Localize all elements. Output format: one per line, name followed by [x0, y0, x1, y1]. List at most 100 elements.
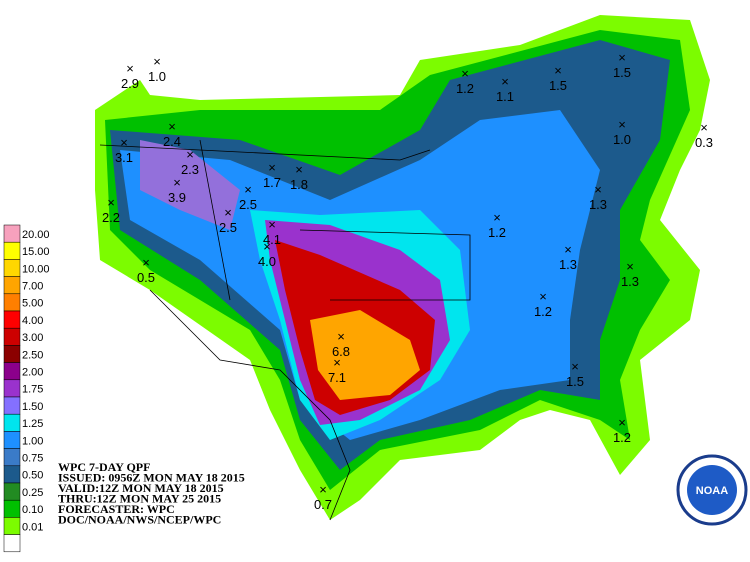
point-marker: × — [107, 195, 115, 210]
point-value: 1.2 — [534, 304, 552, 319]
border — [299, 229, 471, 301]
legend-label: 2.00 — [22, 367, 43, 379]
point-marker: × — [319, 482, 327, 497]
point-value: 2.4 — [163, 134, 181, 149]
point-marker: × — [700, 120, 708, 135]
legend-label: 10.00 — [22, 263, 50, 275]
point-value: 0.5 — [137, 270, 155, 285]
info-line: THRU:12Z MON MAY 25 2015 — [58, 492, 221, 506]
point-marker: × — [126, 61, 134, 76]
point-marker: × — [337, 329, 345, 344]
noaa-logo: NOAA — [676, 454, 748, 526]
point-value: 1.5 — [566, 374, 584, 389]
point-marker: × — [618, 50, 626, 65]
point-marker: × — [153, 54, 161, 69]
point-value: 1.7 — [263, 175, 281, 190]
legend-swatch — [3, 431, 21, 449]
point-marker: × — [333, 355, 341, 370]
point-marker: × — [120, 135, 128, 150]
legend-label: 4.00 — [22, 315, 43, 327]
point-value: 2.2 — [102, 210, 120, 225]
legend-swatch — [3, 379, 21, 398]
point-marker: × — [594, 182, 602, 197]
point-marker: × — [493, 210, 501, 225]
point-marker: × — [268, 160, 276, 175]
legend-swatch — [3, 413, 21, 432]
point-value: 0.3 — [695, 135, 713, 150]
point-value: 2.5 — [239, 197, 257, 212]
legend-swatch — [3, 362, 21, 381]
legend-label: 1.25 — [22, 418, 43, 430]
point-marker: × — [571, 359, 579, 374]
point-value: 3.9 — [168, 190, 186, 205]
point-labels: ×2.9×1.0 ×1.2 ×1.1×1.5×1.5×0.3×1.0×3.1×2.4… — [102, 50, 713, 512]
point-value: 2.5 — [219, 220, 237, 235]
legend-swatch — [3, 276, 21, 295]
logo-disc — [687, 465, 737, 515]
point-value: 1.1 — [496, 89, 514, 104]
point-marker: × — [554, 63, 562, 78]
logo-text: NOAA — [696, 485, 728, 497]
legend-swatch — [3, 241, 21, 260]
precip-fields — [95, 15, 710, 520]
legend-label: 20.00 — [22, 229, 50, 241]
legend-swatch — [3, 224, 21, 243]
point-marker: × — [224, 205, 232, 220]
point-marker: × — [244, 182, 252, 197]
point-marker: × — [539, 289, 547, 304]
point-marker: × — [268, 217, 276, 232]
legend-label: 0.25 — [22, 487, 43, 499]
point-value: 1.8 — [290, 177, 308, 192]
border — [199, 139, 231, 301]
legend: 20.00 15.00 10.00 7.00 5.00 4.00 3.00 2.50 2.00 1… — [3, 224, 50, 553]
point-marker: × — [461, 66, 469, 81]
legend-swatch — [3, 396, 21, 415]
point-value: 4.1 — [263, 232, 281, 247]
info-line: ISSUED: 0956Z MON MAY 18 2015 — [58, 471, 245, 485]
point-value: 1.5 — [613, 65, 631, 80]
point-value: 7.1 — [328, 370, 346, 385]
legend-swatch — [3, 465, 21, 484]
point-marker: × — [173, 175, 181, 190]
point-value: 4.0 — [258, 254, 276, 269]
info-line: FORECASTER: WPC — [58, 502, 175, 516]
legend-label: 0.50 — [22, 470, 43, 482]
legend-label: 2.50 — [22, 349, 43, 361]
point-value: 1.3 — [621, 274, 639, 289]
legend-label: 1.00 — [22, 435, 43, 447]
point-value: 1.5 — [549, 78, 567, 93]
field-700 — [310, 310, 420, 400]
point-value: 3.1 — [115, 150, 133, 165]
info-line: WPC 7-DAY QPF — [58, 460, 150, 474]
point-value: 2.9 — [121, 76, 139, 91]
legend-label: 0.10 — [22, 504, 43, 516]
point-value: 1.3 — [589, 197, 607, 212]
legend-label: 5.00 — [22, 298, 43, 310]
point-marker: × — [626, 259, 634, 274]
info-line: VALID:12Z MON MAY 18 2015 — [58, 481, 224, 495]
point-marker: × — [295, 162, 303, 177]
legend-label: 7.00 — [22, 281, 43, 293]
legend-swatch — [3, 517, 21, 535]
point-marker: × — [564, 242, 572, 257]
point-value: 6.8 — [332, 344, 350, 359]
point-marker: × — [263, 239, 271, 254]
legend-label: 15.00 — [22, 246, 50, 258]
legend-swatch — [3, 448, 21, 467]
field-150 — [140, 140, 240, 230]
point-value: 1.0 — [613, 132, 631, 147]
legend-label: 1.75 — [22, 384, 43, 396]
legend-label: 0.01 — [22, 521, 43, 533]
legend-swatch — [3, 482, 21, 501]
legend-label: 1.50 — [22, 401, 43, 413]
borders — [99, 139, 471, 521]
legend-label: 0.75 — [22, 453, 43, 465]
point-value: 0.7 — [314, 497, 332, 512]
info-line: DOC/NOAA/NWS/NCEP/WPC — [58, 513, 221, 527]
legend-swatch — [3, 499, 21, 518]
legend-swatch — [3, 327, 21, 346]
point-marker: × — [618, 415, 626, 430]
legend-label: 3.00 — [22, 332, 43, 344]
